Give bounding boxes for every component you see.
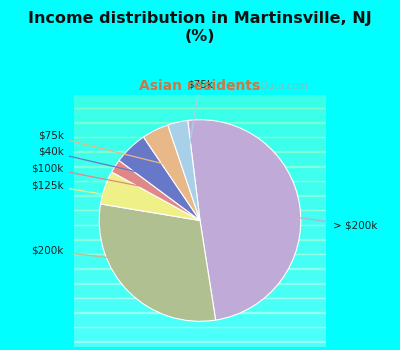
- Bar: [29, 166, 371, 181]
- Wedge shape: [188, 120, 301, 320]
- Bar: [29, 195, 371, 210]
- Bar: [29, 107, 371, 123]
- Wedge shape: [144, 125, 200, 220]
- Text: $200k: $200k: [32, 246, 154, 263]
- Text: ⓘ City-Data.com: ⓘ City-Data.com: [229, 82, 308, 91]
- Bar: [29, 268, 371, 284]
- Bar: [29, 254, 371, 269]
- Text: Income distribution in Martinsville, NJ
(%): Income distribution in Martinsville, NJ …: [28, 10, 372, 44]
- Bar: [29, 64, 371, 79]
- Text: Asian residents: Asian residents: [139, 79, 261, 93]
- Bar: [29, 137, 371, 152]
- Text: $75k: $75k: [38, 131, 170, 166]
- Wedge shape: [168, 120, 200, 220]
- Bar: [29, 78, 371, 93]
- Wedge shape: [99, 204, 216, 321]
- Bar: [29, 283, 371, 298]
- Bar: [29, 152, 371, 167]
- Text: $100k: $100k: [32, 163, 146, 187]
- Wedge shape: [119, 137, 200, 220]
- Bar: [29, 239, 371, 254]
- Bar: [29, 181, 371, 196]
- Wedge shape: [112, 160, 200, 220]
- Text: > $200k: > $200k: [263, 212, 378, 231]
- Bar: [29, 93, 371, 108]
- Wedge shape: [100, 172, 200, 220]
- Bar: [29, 298, 371, 313]
- Text: $75k: $75k: [187, 79, 213, 159]
- Bar: [29, 225, 371, 240]
- Text: $40k: $40k: [38, 147, 156, 176]
- Bar: [29, 210, 371, 225]
- Bar: [29, 312, 371, 327]
- Bar: [29, 342, 371, 350]
- Bar: [29, 122, 371, 137]
- Text: $125k: $125k: [31, 180, 140, 200]
- Bar: [29, 327, 371, 342]
